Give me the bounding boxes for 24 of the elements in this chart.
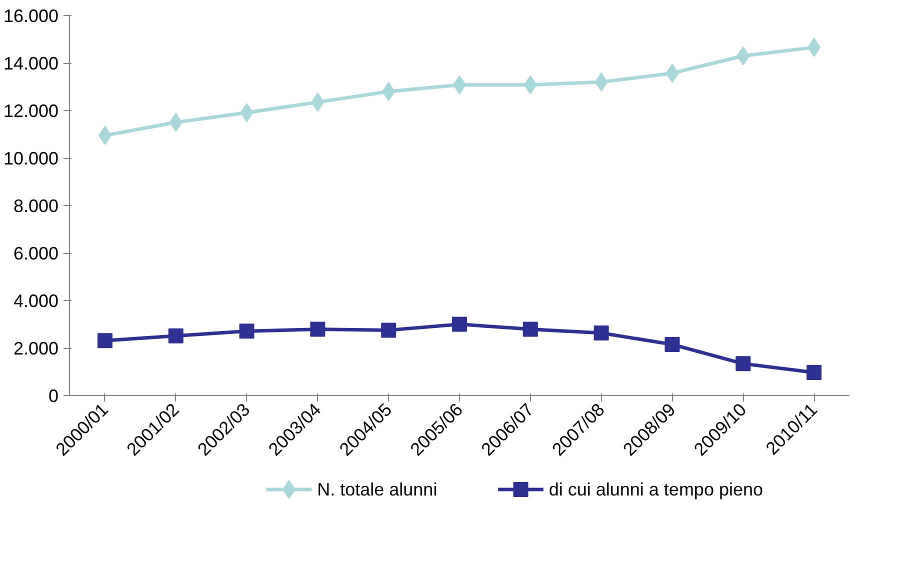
point	[594, 72, 608, 92]
y-tick-label: 8.000	[13, 196, 59, 216]
point	[382, 82, 396, 101]
legend-label: di cui alunni a tempo pieno	[548, 480, 764, 500]
point	[452, 316, 467, 332]
y-tick-label: 10.000	[3, 148, 59, 168]
point	[381, 322, 396, 338]
y-tick-label: 2.000	[13, 338, 59, 358]
y-tick-label: 16.000	[3, 6, 59, 26]
point	[239, 324, 254, 339]
point	[736, 356, 751, 372]
point	[310, 322, 326, 337]
y-tick-label: 14.000	[3, 54, 59, 74]
point	[594, 326, 609, 341]
point	[664, 336, 680, 352]
y-tick-label: 6.000	[13, 244, 59, 264]
point	[168, 328, 184, 344]
point	[806, 364, 822, 380]
point	[97, 333, 112, 348]
y-tick-label: 0	[48, 386, 59, 406]
legend-label: N. totale alunni	[317, 480, 438, 500]
y-tick-label: 12.000	[3, 101, 59, 121]
y-tick-label: 4.000	[13, 291, 59, 311]
point	[522, 322, 538, 337]
